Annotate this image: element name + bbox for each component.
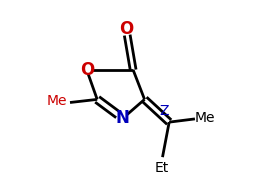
- Text: Me: Me: [46, 94, 67, 108]
- Text: Et: Et: [154, 161, 168, 175]
- Text: Me: Me: [194, 111, 215, 125]
- Text: Z: Z: [159, 104, 168, 118]
- Text: O: O: [79, 61, 93, 79]
- Text: N: N: [115, 109, 129, 127]
- Text: O: O: [119, 20, 133, 38]
